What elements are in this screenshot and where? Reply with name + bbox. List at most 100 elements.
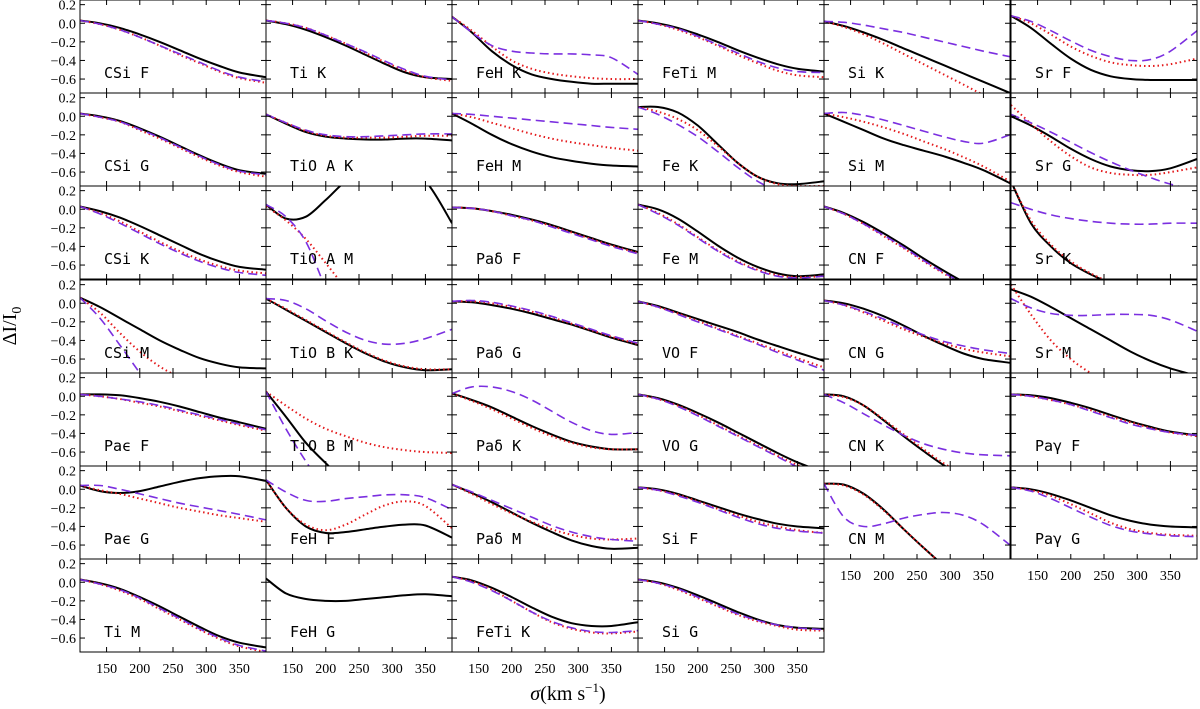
series-dashed-line [452, 385, 638, 436]
y-tick-label: −0.6 [51, 73, 76, 88]
panel-40: Si G [637, 558, 825, 653]
panel-33: Paδ M [451, 465, 639, 560]
y-tick-label: −0.6 [51, 446, 76, 461]
x-tick-label: 350 [601, 662, 622, 677]
panel-20-lines [266, 297, 452, 372]
series-solid-line [638, 105, 824, 186]
series-dashed-line [824, 20, 1010, 58]
x-tick-label: 300 [196, 662, 217, 677]
series-dotted-line [1012, 186, 1105, 279]
panel-31-lines [80, 474, 266, 523]
panel-label-pa-f: Paγ F [1035, 437, 1080, 455]
y-tick-label: 0.0 [59, 17, 77, 32]
series-dashed-line [80, 393, 266, 431]
series-solid-line [266, 19, 452, 80]
series-dotted-line [452, 112, 638, 152]
y-tick-label: −0.4 [51, 613, 76, 628]
series-dashed-line [80, 112, 266, 176]
x-tick-label: 150 [1027, 569, 1048, 584]
series-solid-line [80, 205, 266, 271]
panel-label-csi-k: CSi K [104, 250, 149, 268]
panel-label-vo-f: VO F [662, 344, 698, 362]
panel-label-vo-g: VO G [662, 437, 698, 455]
series-solid-line [266, 297, 452, 372]
y-tick-label: 0.2 [59, 372, 77, 387]
y-tick-label: −0.4 [51, 334, 76, 349]
series-solid-line [638, 578, 824, 630]
y-tick-label: −0.4 [51, 54, 76, 69]
panel-22-lines [638, 300, 824, 371]
panel-label-si-k: Si K [848, 64, 884, 82]
series-solid-line [80, 578, 266, 649]
panel-4: FeTi M [637, 0, 825, 94]
series-dashed-line [452, 483, 638, 543]
panel-36: Paγ G [1010, 465, 1198, 560]
y-tick-label: 0.2 [59, 185, 77, 200]
x-axis-title: σ(km s−1) [530, 680, 605, 705]
panel-label-si-f: Si F [662, 530, 698, 548]
x-tick-label: 250 [163, 662, 184, 677]
panel-24-lines [1011, 284, 1197, 373]
panel-12: Sr G [1010, 92, 1198, 187]
panel-35: CN M [823, 465, 1011, 560]
series-solid-line [266, 186, 452, 224]
y-tick-label: 0.2 [59, 558, 77, 573]
series-dashed-line [824, 483, 1010, 546]
series-dotted-line [80, 578, 266, 652]
y-tick-label: 0.2 [59, 279, 77, 294]
series-solid-line [80, 474, 266, 495]
series-solid-line [452, 15, 638, 85]
panel-label-feh-f: FeH F [290, 530, 335, 548]
panel-20: TiO B K [265, 279, 453, 374]
panel-2-lines [266, 19, 452, 82]
x-tick-label: 350 [787, 662, 808, 677]
series-solid-line [266, 390, 331, 466]
panel-label-cn-g: CN G [848, 344, 884, 362]
series-solid-line [638, 203, 824, 278]
panel-label-feti-m: FeTi M [662, 64, 716, 82]
series-dashed-line [638, 393, 798, 466]
series-solid-line [824, 482, 938, 559]
panel-4-lines [638, 19, 824, 79]
series-dashed-line [638, 106, 769, 186]
y-tick-label: −0.2 [51, 129, 76, 144]
x-tick-label: 250 [349, 662, 370, 677]
panel-label-pa-g: Paϵ G [104, 530, 149, 548]
series-solid-line [452, 300, 638, 347]
series-solid-line [80, 393, 266, 430]
x-tick-label: 300 [754, 662, 775, 677]
panel-32-lines [266, 479, 452, 539]
series-dotted-line [638, 19, 824, 79]
series-dashed-line [452, 206, 638, 255]
panel-35-lines [824, 482, 1010, 559]
series-dashed-line [638, 19, 824, 74]
panel-label-feh-g: FeH G [290, 623, 335, 641]
x-tick-label: 200 [873, 569, 894, 584]
panel-label-si-m: Si M [848, 157, 884, 175]
series-dotted-line [638, 578, 824, 632]
panel-8-lines [266, 113, 452, 142]
panel-7-lines [80, 112, 266, 178]
panel-label-fe-m: Fe M [662, 250, 698, 268]
series-dashed-line [1011, 15, 1197, 62]
series-solid-line [824, 299, 1010, 364]
panel-11: Si M [823, 92, 1011, 187]
panel-38-lines [266, 577, 452, 603]
series-solid-line [80, 296, 266, 370]
panel-18-lines [1011, 186, 1197, 279]
panel-16: Fe M [637, 185, 825, 280]
y-tick-label: 0.2 [59, 465, 77, 480]
series-dashed-line [266, 19, 452, 81]
panel-grid: 0.2 0.0 −0.2 −0.4 −0.6 CSi F Ti K FeH K FeTi M Si… [51, 0, 1198, 653]
panel-label-sr-f: Sr F [1035, 64, 1071, 82]
series-dashed-line [266, 297, 452, 346]
series-dashed-line [824, 299, 1010, 355]
series-dashed-line [80, 297, 141, 373]
x-tick-label: 200 [315, 662, 336, 677]
series-dashed-line [638, 300, 824, 371]
series-dotted-line [80, 205, 266, 275]
series-solid-line [80, 19, 266, 79]
panel-label-pa-g: Paδ G [476, 344, 521, 362]
panel-11-lines [824, 111, 1010, 185]
panel-37: 0.2 0.0 −0.2 −0.4 −0.6 Ti M [51, 558, 267, 653]
